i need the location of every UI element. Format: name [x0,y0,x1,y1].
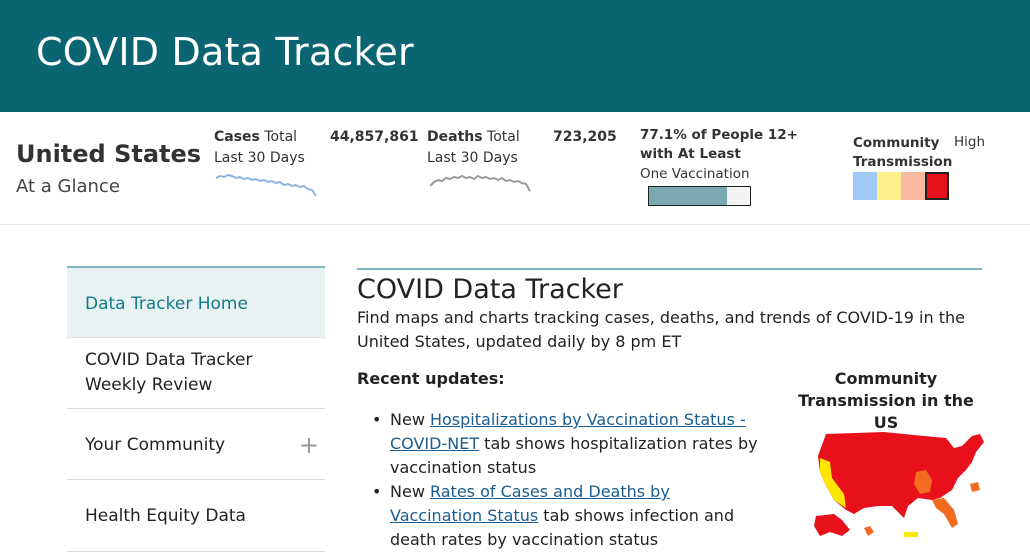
cases-period: Last 30 Days [214,150,305,166]
sidebar-item-data-tracker-home[interactable]: Data Tracker Home [67,266,325,338]
transmission-legend [853,172,949,200]
update-prefix: New [390,410,430,429]
sidebar-item-label: Data Tracker Home [85,294,248,314]
transmission-swatch [877,172,901,200]
vaccination-progress-bar [648,186,751,206]
sidebar-item-label: COVID Data Tracker Weekly Review [85,350,253,395]
community-transmission-title: Community Transmission [853,135,953,170]
map-hawaii [864,526,874,536]
deaths-value: 723,205 [553,129,617,145]
expand-plus-icon[interactable]: + [298,431,319,459]
map-southeast-patch [914,470,932,494]
at-a-glance-label: At a Glance [16,176,120,197]
map-title: Community Transmission in the US [798,369,974,432]
update-text: tab shows infection and death rates by v… [390,506,735,549]
map-east-coast-patch [970,482,980,492]
cases-title: Cases [214,129,260,145]
cases-value: 44,857,861 [330,129,419,145]
sidebar-item-label: Your Community [85,435,226,455]
list-item: New Hospitalizations by Vaccination Stat… [372,408,762,480]
site-header: COVID Data Tracker [0,0,1030,112]
sidebar-nav: Data Tracker Home COVID Data Tracker Wee… [67,266,325,552]
us-transmission-map[interactable] [812,428,988,540]
vaccination-subtitle: One Vaccination [640,166,750,182]
deaths-sparkline-line [430,174,531,192]
update-prefix: New [390,482,430,501]
map-california [820,458,846,508]
update-text: tab shows hospitalization rates by vacci… [390,434,758,477]
vaccination-title: 77.1% of People 12+ with At Least [640,127,798,162]
cases-suffix: Total [264,129,298,145]
cases-sparkline [216,173,317,197]
map-florida [932,498,958,528]
map-alaska [814,514,850,536]
transmission-swatch [901,172,925,200]
deaths-title: Deaths [427,129,483,145]
deaths-label: Deaths Total [427,129,520,145]
country-name: United States [16,140,202,168]
hospitalizations-link[interactable]: Hospitalizations by Vaccination Status -… [390,410,746,453]
section-divider [357,268,982,270]
deaths-suffix: Total [487,129,520,145]
vaccination-progress-fill [649,187,727,205]
map-puerto-rico [904,532,918,537]
cases-label: Cases Total [214,129,297,145]
sidebar-item-health-equity[interactable]: Health Equity Data [67,480,325,552]
at-a-glance-bar: United States At a Glance Cases Total La… [0,112,1030,225]
cases-sparkline-line [216,173,317,197]
recent-updates-heading: Recent updates: [357,369,505,388]
list-item: New Rates of Cases and Deaths by Vaccina… [372,480,762,552]
deaths-period: Last 30 Days [427,150,518,166]
deaths-sparkline [430,174,531,192]
rates-cases-deaths-link[interactable]: Rates of Cases and Deaths by Vaccination… [390,482,670,525]
sidebar-item-weekly-review[interactable]: COVID Data Tracker Weekly Review [67,338,325,409]
page-title: COVID Data Tracker [357,274,623,305]
site-title[interactable]: COVID Data Tracker [36,30,414,74]
sidebar-item-your-community[interactable]: Your Community + [67,409,325,480]
community-transmission-level: High [954,134,986,150]
transmission-swatch [853,172,877,200]
map-us-mainland [818,432,984,518]
sidebar-item-label: Health Equity Data [85,506,246,526]
page-description: Find maps and charts tracking cases, dea… [357,308,965,351]
transmission-swatch [925,172,949,200]
updates-list: New Hospitalizations by Vaccination Stat… [372,408,762,552]
